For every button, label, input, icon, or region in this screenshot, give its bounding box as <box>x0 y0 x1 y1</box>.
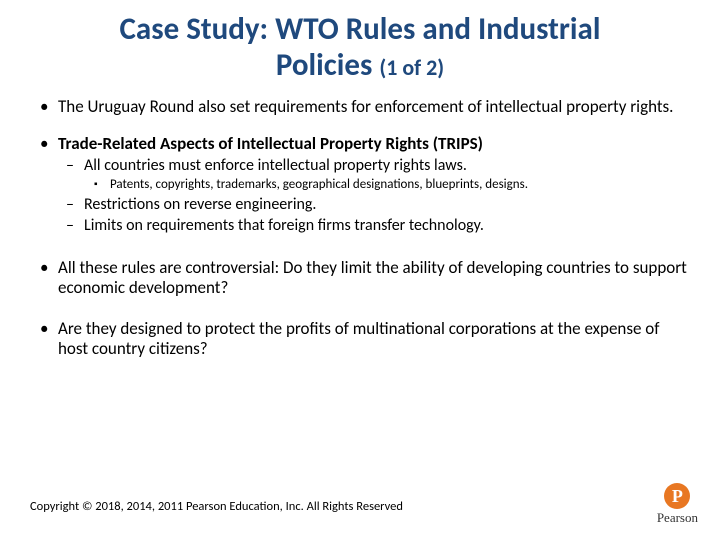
bullet-2-sub-1: All countries must enforce intellectual … <box>58 156 690 194</box>
bullet-2-sub-1-text: All countries must enforce intellectual … <box>84 156 467 175</box>
bullet-2-sub-2: Restrictions on reverse engineering. <box>58 195 690 215</box>
bullet-4: Are they designed to protect the profits… <box>30 319 690 360</box>
bullet-2-text: Trade-Related Aspects of Intellectual Pr… <box>58 133 483 154</box>
title-line-2-main: Policies <box>276 46 379 84</box>
bullet-3: All these rules are controversial: Do th… <box>30 258 690 299</box>
bullet-2-sub-3: Limits on requirements that foreign firm… <box>58 216 690 236</box>
pearson-logo-icon: P <box>664 483 690 509</box>
slide-body: Case Study: WTO Rules and Industrial Pol… <box>0 0 720 360</box>
bullet-list: The Uruguay Round also set requirements … <box>30 97 690 359</box>
bullet-2-sub-2-text: Restrictions on reverse engineering. <box>84 195 316 214</box>
bullet-1-text: The Uruguay Round also set requirements … <box>58 96 673 117</box>
slide-title: Case Study: WTO Rules and Industrial Pol… <box>30 12 690 83</box>
bullet-2-sub-1-sub-1-text: Patents, copyrights, trademarks, geograp… <box>110 177 528 192</box>
bullet-2-sub-3-text: Limits on requirements that foreign firm… <box>84 216 484 235</box>
bullet-2-sub-1-sublist: Patents, copyrights, trademarks, geograp… <box>84 177 690 194</box>
pearson-logo: P Pearson <box>657 483 698 526</box>
bullet-1: The Uruguay Round also set requirements … <box>30 97 690 117</box>
bullet-3-text: All these rules are controversial: Do th… <box>58 257 687 298</box>
pearson-logo-text: Pearson <box>657 510 698 526</box>
bullet-2-sub-1-sub-1: Patents, copyrights, trademarks, geograp… <box>84 177 690 194</box>
bullet-4-text: Are they designed to protect the profits… <box>58 318 659 359</box>
bullet-2-sublist: All countries must enforce intellectual … <box>58 156 690 236</box>
title-line-2-sub: (1 of 2) <box>379 54 444 81</box>
bullet-2: Trade-Related Aspects of Intellectual Pr… <box>30 134 690 236</box>
copyright-text: Copyright © 2018, 2014, 2011 Pearson Edu… <box>30 499 403 514</box>
title-line-1: Case Study: WTO Rules and Industrial <box>120 10 601 48</box>
